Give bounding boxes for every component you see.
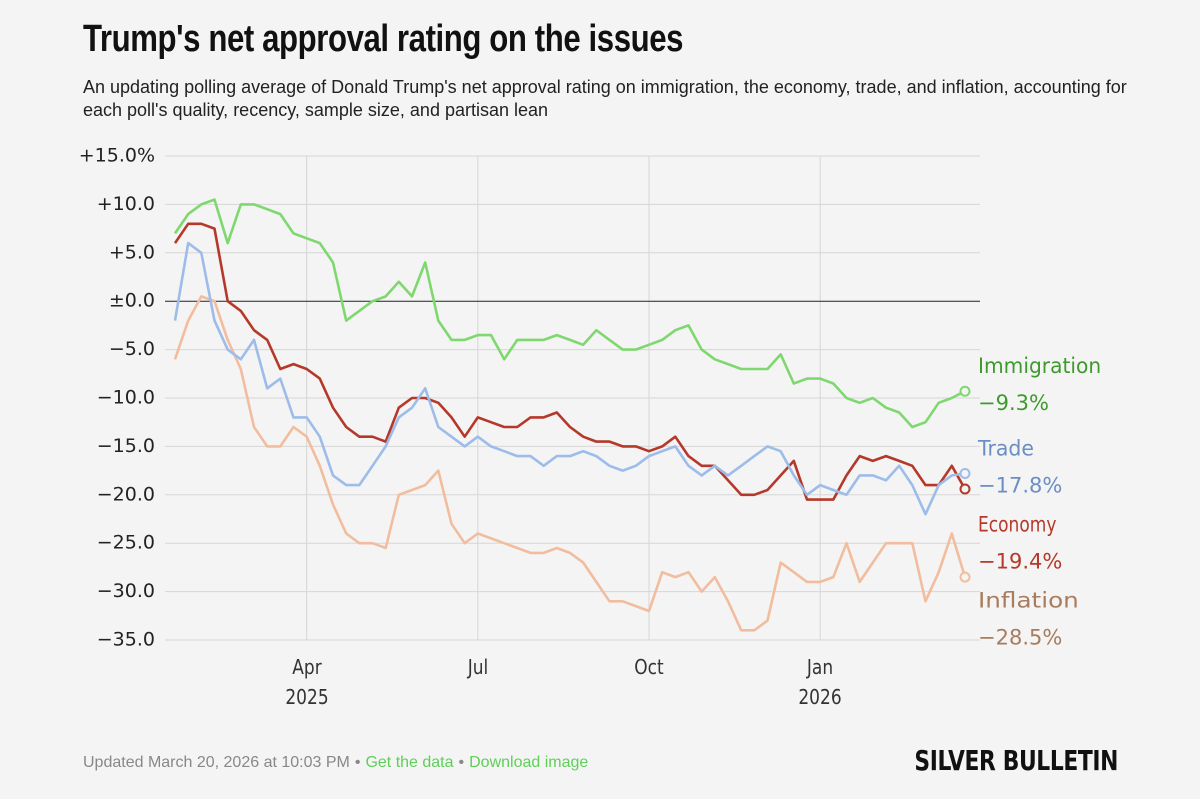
y-tick-label: +10.0 xyxy=(97,193,155,215)
y-tick-label: −25.0 xyxy=(97,532,155,554)
y-tick-label: −15.0 xyxy=(97,435,155,457)
end-value-label: −9.3% xyxy=(978,391,1049,415)
legend-label: Trade xyxy=(977,437,1034,461)
x-tick-label: Apr 2025 xyxy=(285,655,329,709)
end-marker xyxy=(959,385,971,397)
end-value-label: −19.4% xyxy=(978,550,1062,574)
series-line xyxy=(173,295,967,632)
y-tick-label: −20.0 xyxy=(97,483,155,505)
y-tick-label: +15.0% xyxy=(79,145,155,167)
download-link[interactable]: Download image xyxy=(469,754,589,771)
end-marker xyxy=(959,468,971,480)
chart-subtitle: An updating polling average of Donald Tr… xyxy=(83,77,1127,120)
y-tick-label: −30.0 xyxy=(97,580,155,602)
end-value-label: −28.5% xyxy=(978,626,1062,650)
x-tick-label: Jan 2026 xyxy=(798,655,842,709)
y-tick-label: −5.0 xyxy=(109,338,155,360)
y-tick-label: +5.0 xyxy=(109,241,155,263)
updated-text: Updated March 20, 2026 at 10:03 PM xyxy=(83,754,350,771)
separator: • xyxy=(354,754,361,771)
end-marker xyxy=(959,571,971,583)
brand-logo: SILVER BULLETIN xyxy=(914,744,1118,777)
separator: • xyxy=(458,754,465,771)
y-tick-label: −10.0 xyxy=(97,387,155,409)
y-tick-label: −35.0 xyxy=(97,629,155,651)
series-line xyxy=(173,222,967,501)
series-line xyxy=(173,241,966,516)
x-tick-label: Jul xyxy=(467,655,489,679)
chart: +15.0% +10.0 +5.0 ±0.0 −5.0 −10.0 −15.0 −20.0 −2… xyxy=(79,145,1101,651)
y-tick-label: ±0.0 xyxy=(109,290,155,312)
end-value-label: −17.8% xyxy=(978,474,1062,498)
legend-label: Economy xyxy=(978,513,1056,537)
legend-label: Immigration xyxy=(978,354,1101,378)
chart-title: Trump's net approval rating on the issue… xyxy=(83,18,684,60)
legend-label: Inflation xyxy=(978,589,1079,613)
series-line xyxy=(173,198,966,429)
end-marker xyxy=(959,483,971,495)
x-tick-label: Oct xyxy=(634,655,664,679)
footer: Updated March 20, 2026 at 10:03 PM • Get t… xyxy=(83,754,588,772)
get-data-link[interactable]: Get the data xyxy=(365,754,454,771)
